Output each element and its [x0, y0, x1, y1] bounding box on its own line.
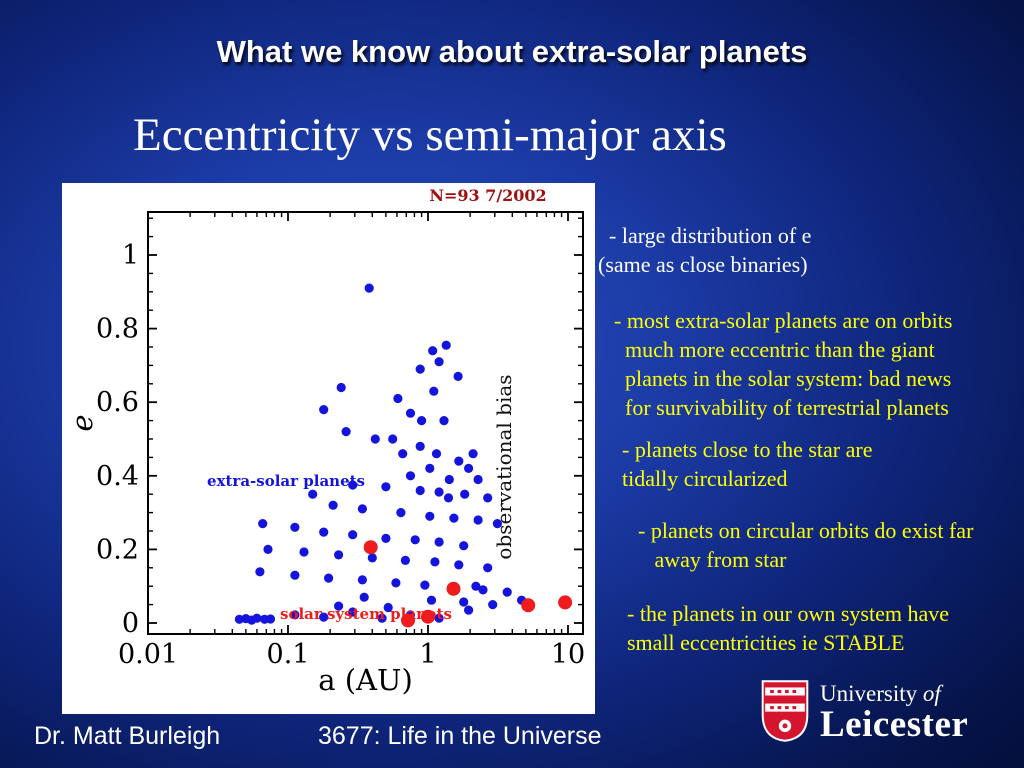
- svg-text:observational bias: observational bias: [492, 374, 516, 559]
- note-circular-orbits: - planets on circular orbits do exist fa…: [638, 518, 974, 572]
- svg-text:e: e: [65, 414, 99, 431]
- footer-course: 3677: Life in the Universe: [318, 722, 602, 750]
- svg-text:0.1: 0.1: [267, 639, 310, 670]
- svg-text:extra-solar planets: extra-solar planets: [207, 472, 365, 490]
- svg-text:1: 1: [419, 639, 436, 670]
- svg-text:solar system planets: solar system planets: [280, 605, 452, 623]
- slide-subtitle: Eccentricity vs semi-major axis: [133, 109, 727, 161]
- svg-text:0.2: 0.2: [96, 534, 139, 565]
- svg-text:1: 1: [122, 240, 139, 271]
- svg-text:0.6: 0.6: [96, 387, 139, 418]
- svg-text:0.4: 0.4: [96, 461, 139, 492]
- svg-text:a (AU): a (AU): [318, 663, 413, 697]
- note-large-distribution: - large distribution of e (same as close …: [598, 223, 812, 277]
- university-logo-text: University of Leicester: [820, 681, 969, 746]
- svg-text:10: 10: [551, 639, 585, 670]
- eccentricity-scatter-plot: 0.01 0.1 1 10 0 0.2 0.4 0.6 0.8 1 e a (AU) N=93 7/20…: [65, 186, 585, 697]
- logo-leicester: Leicester: [820, 704, 969, 746]
- note-tidally-circularized: - planets close to the star are tidally c…: [622, 437, 873, 491]
- university-logo: University of Leicester: [760, 680, 968, 747]
- svg-text:0: 0: [122, 608, 139, 639]
- logo-university-of: University of: [820, 681, 941, 706]
- note-eccentric-orbits: - most extra-solar planets are on orbits…: [614, 308, 953, 420]
- leicester-shield-icon: [760, 680, 810, 747]
- note-stable-system: - the planets in our own system have smal…: [627, 601, 949, 655]
- footer-author: Dr. Matt Burleigh: [34, 722, 221, 750]
- slide-title: What we know about extra-solar planets: [216, 34, 808, 69]
- svg-text:0.8: 0.8: [96, 314, 139, 345]
- svg-text:N=93 7/2002: N=93 7/2002: [429, 186, 546, 205]
- svg-text:0.01: 0.01: [118, 639, 178, 670]
- scatter-chart-panel: 0.01 0.1 1 10 0 0.2 0.4 0.6 0.8 1 e a (AU) N=93 7/20…: [62, 183, 595, 714]
